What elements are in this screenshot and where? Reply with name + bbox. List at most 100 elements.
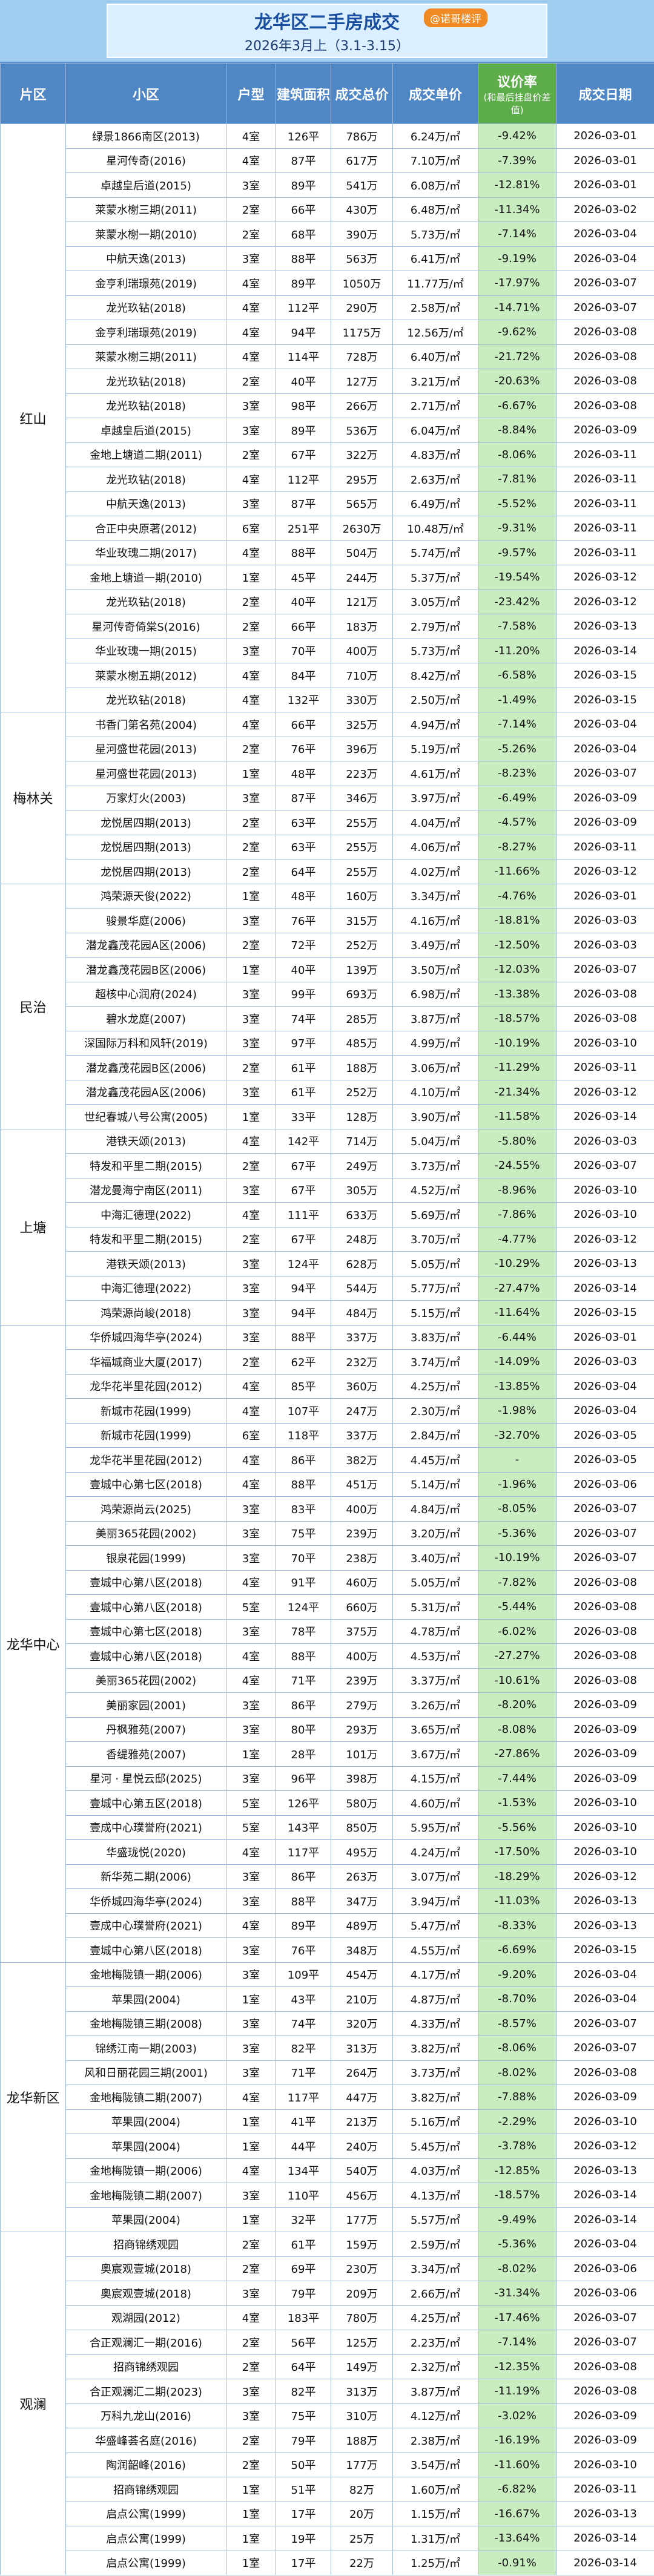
table-cell: 244万 xyxy=(331,565,393,590)
table-row: 华盛珑悦(2020) 4室 117平 495万 4.24万/㎡ -17.50% 2026-0… xyxy=(1,1839,654,1865)
table-cell: 63平 xyxy=(276,834,331,859)
discount-cell: -6.69% xyxy=(478,1937,557,1963)
table-row: 华业玫瑰一期(2015) 3室 70平 400万 5.73万/㎡ -11.20% 2026-… xyxy=(1,638,654,663)
table-cell: 117平 xyxy=(276,2085,331,2110)
table-row: 启点公寓(1999) 1室 17平 20万 1.15万/㎡ -16.67% 2026-03-… xyxy=(1,2501,654,2526)
table-row: 中海汇德理(2022) 4室 111平 633万 5.69万/㎡ -7.86% 2026-0… xyxy=(1,1202,654,1227)
table-cell: 2026-03-14 xyxy=(556,1275,654,1301)
table-row: 启点公寓(1999) 1室 17平 22万 1.25万/㎡ -0.91% 2026-03-1… xyxy=(1,2550,654,2575)
table-row: 合正中央原著(2012) 6室 251平 2630万 10.48万/㎡ -9.31% 202… xyxy=(1,516,654,541)
table-cell: 5.77万/㎡ xyxy=(392,1275,478,1301)
discount-cell: -6.02% xyxy=(478,1618,557,1644)
table-cell: 4.25万/㎡ xyxy=(392,1373,478,1399)
discount-cell: -16.19% xyxy=(478,2428,557,2453)
table-row: 莱蒙水榭五期(2012) 4室 84平 710万 8.42万/㎡ -6.58% 2026-0… xyxy=(1,663,654,688)
table-cell: 2026-03-10 xyxy=(556,1839,654,1865)
discount-cell: -12.35% xyxy=(478,2354,557,2379)
table-cell: 2026-03-09 xyxy=(556,418,654,443)
table-cell: 2026-03-04 xyxy=(556,246,654,271)
table-row: 金地梅陇镇一期(2006) 4室 134平 540万 4.03万/㎡ -12.85% 202… xyxy=(1,2158,654,2183)
table-cell: 1.15万/㎡ xyxy=(392,2501,478,2526)
table-cell: 88平 xyxy=(276,540,331,565)
table-cell: 2026-03-14 xyxy=(556,1104,654,1129)
table-cell: 美丽家园(2001) xyxy=(65,1692,226,1718)
table-cell: 6.04万/㎡ xyxy=(392,418,478,443)
table-cell: 5.74万/㎡ xyxy=(392,540,478,565)
table-cell: 74平 xyxy=(276,1006,331,1031)
column-header: 成交单价 xyxy=(392,63,478,124)
table-cell: 2026-03-12 xyxy=(556,1226,654,1252)
table-row: 启点公寓(1999) 1室 19平 25万 1.31万/㎡ -13.64% 2026-03-… xyxy=(1,2526,654,2551)
table-row: 潜龙鑫茂花园A区(2006) 2室 72平 252万 3.49万/㎡ -12.50% 202… xyxy=(1,932,654,958)
table-cell: 2026-03-08 xyxy=(556,320,654,345)
table-row: 特发和平里二期(2015) 2室 67平 249万 3.73万/㎡ -24.55% 2026… xyxy=(1,1153,654,1178)
table-row: 龙光玖钻(2018) 4室 112平 290万 2.58万/㎡ -14.71% 2026-0… xyxy=(1,295,654,320)
table-cell: 183万 xyxy=(331,614,393,639)
table-cell: 2026-03-09 xyxy=(556,785,654,810)
table-row: 壹城中心第八区(2018) 4室 91平 460万 5.05万/㎡ -7.82% 2026-… xyxy=(1,1569,654,1595)
table-cell: 2026-03-07 xyxy=(556,2036,654,2061)
table-row: 壹成中心璞誉府(2021) 5室 143平 850万 5.95万/㎡ -5.56% 2026… xyxy=(1,1815,654,1840)
table-cell: 64平 xyxy=(276,2354,331,2379)
table-row: 龙华中心 华侨城四海华亭(2024) 3室 88平 337万 3.83万/㎡ -6.44% 2… xyxy=(0,1324,654,1963)
table-cell: 5室 xyxy=(226,1594,276,1620)
table-cell: 3.07万/㎡ xyxy=(392,1864,478,1889)
table-cell: 2026-03-07 xyxy=(556,2330,654,2355)
table-cell: 2026-03-08 xyxy=(556,2354,654,2379)
table-cell: 2026-03-12 xyxy=(556,1079,654,1105)
table-cell: 2026-03-08 xyxy=(556,981,654,1007)
table-cell: 华盛珑悦(2020) xyxy=(65,1839,226,1865)
table-cell: 139万 xyxy=(331,957,393,982)
table-cell: 4室 xyxy=(226,2085,276,2110)
table-cell: 183平 xyxy=(276,2305,331,2330)
discount-cell: -27.47% xyxy=(478,1275,557,1301)
discount-cell: -5.44% xyxy=(478,1594,557,1620)
table-cell: 41平 xyxy=(276,2109,331,2134)
table-cell: 89平 xyxy=(276,1913,331,1938)
table-cell: 4室 xyxy=(226,1569,276,1595)
discount-cell: -4.76% xyxy=(478,883,557,908)
table-cell: 4.83万/㎡ xyxy=(392,442,478,467)
table-cell: 1175万 xyxy=(331,320,393,345)
table-cell: 3室 xyxy=(226,246,276,271)
table-cell: 660万 xyxy=(331,1594,393,1620)
table-cell: 2026-03-06 xyxy=(556,2256,654,2281)
table-cell: 3室 xyxy=(226,2060,276,2085)
table-cell: 20万 xyxy=(331,2501,393,2526)
table-cell: 3室 xyxy=(226,1618,276,1644)
table-cell: 320万 xyxy=(331,2011,393,2036)
table-cell: 1室 xyxy=(226,2526,276,2551)
table-cell: 2026-03-09 xyxy=(556,2085,654,2110)
table-cell: 鸿荣源尚峻(2018) xyxy=(65,1300,226,1326)
table-cell: 239万 xyxy=(331,1520,393,1546)
table-cell: 2.58万/㎡ xyxy=(392,295,478,320)
table-cell: 11.77万/㎡ xyxy=(392,271,478,296)
table-cell: 2026-03-08 xyxy=(556,1618,654,1644)
table-cell: 177万 xyxy=(331,2452,393,2477)
table-cell: 苹果园(2004) xyxy=(65,2207,226,2232)
table-cell: 76平 xyxy=(276,1937,331,1963)
table-cell: 290万 xyxy=(331,295,393,320)
table-cell: 金地梅陇镇二期(2007) xyxy=(65,2183,226,2208)
table-cell: 89平 xyxy=(276,271,331,296)
table-cell: 111平 xyxy=(276,1202,331,1227)
discount-cell: -17.50% xyxy=(478,1839,557,1865)
table-cell: 82平 xyxy=(276,2379,331,2404)
discount-cell: -8.33% xyxy=(478,1913,557,1938)
discount-cell: -8.70% xyxy=(478,1986,557,2012)
table-cell: 61平 xyxy=(276,2232,331,2257)
table-cell: 74平 xyxy=(276,2011,331,2036)
table-row: 奥宸观壹城(2018) 3室 79平 209万 2.66万/㎡ -31.34% 2026-0… xyxy=(1,2281,654,2306)
table-cell: 星河盛世花园(2013) xyxy=(65,761,226,786)
title: 龙华区二手房成交 xyxy=(254,12,400,33)
table-cell: 6.98万/㎡ xyxy=(392,981,478,1007)
table-row: 星河盛世花园(2013) 2室 76平 396万 5.19万/㎡ -5.26% 2026-0… xyxy=(1,736,654,761)
table-cell: 美丽365花园(2002) xyxy=(65,1520,226,1546)
discount-cell: -8.84% xyxy=(478,418,557,443)
table-cell: 龙华花半里花园(2012) xyxy=(65,1373,226,1399)
table-cell: 348万 xyxy=(331,1937,393,1963)
table-cell: 2.50万/㎡ xyxy=(392,687,478,712)
table-cell: 2026-03-10 xyxy=(556,1790,654,1816)
discount-cell: -4.57% xyxy=(478,810,557,835)
table-row: 万家灯火(2003) 3室 87平 346万 3.97万/㎡ -6.49% 2026-03-… xyxy=(1,785,654,810)
